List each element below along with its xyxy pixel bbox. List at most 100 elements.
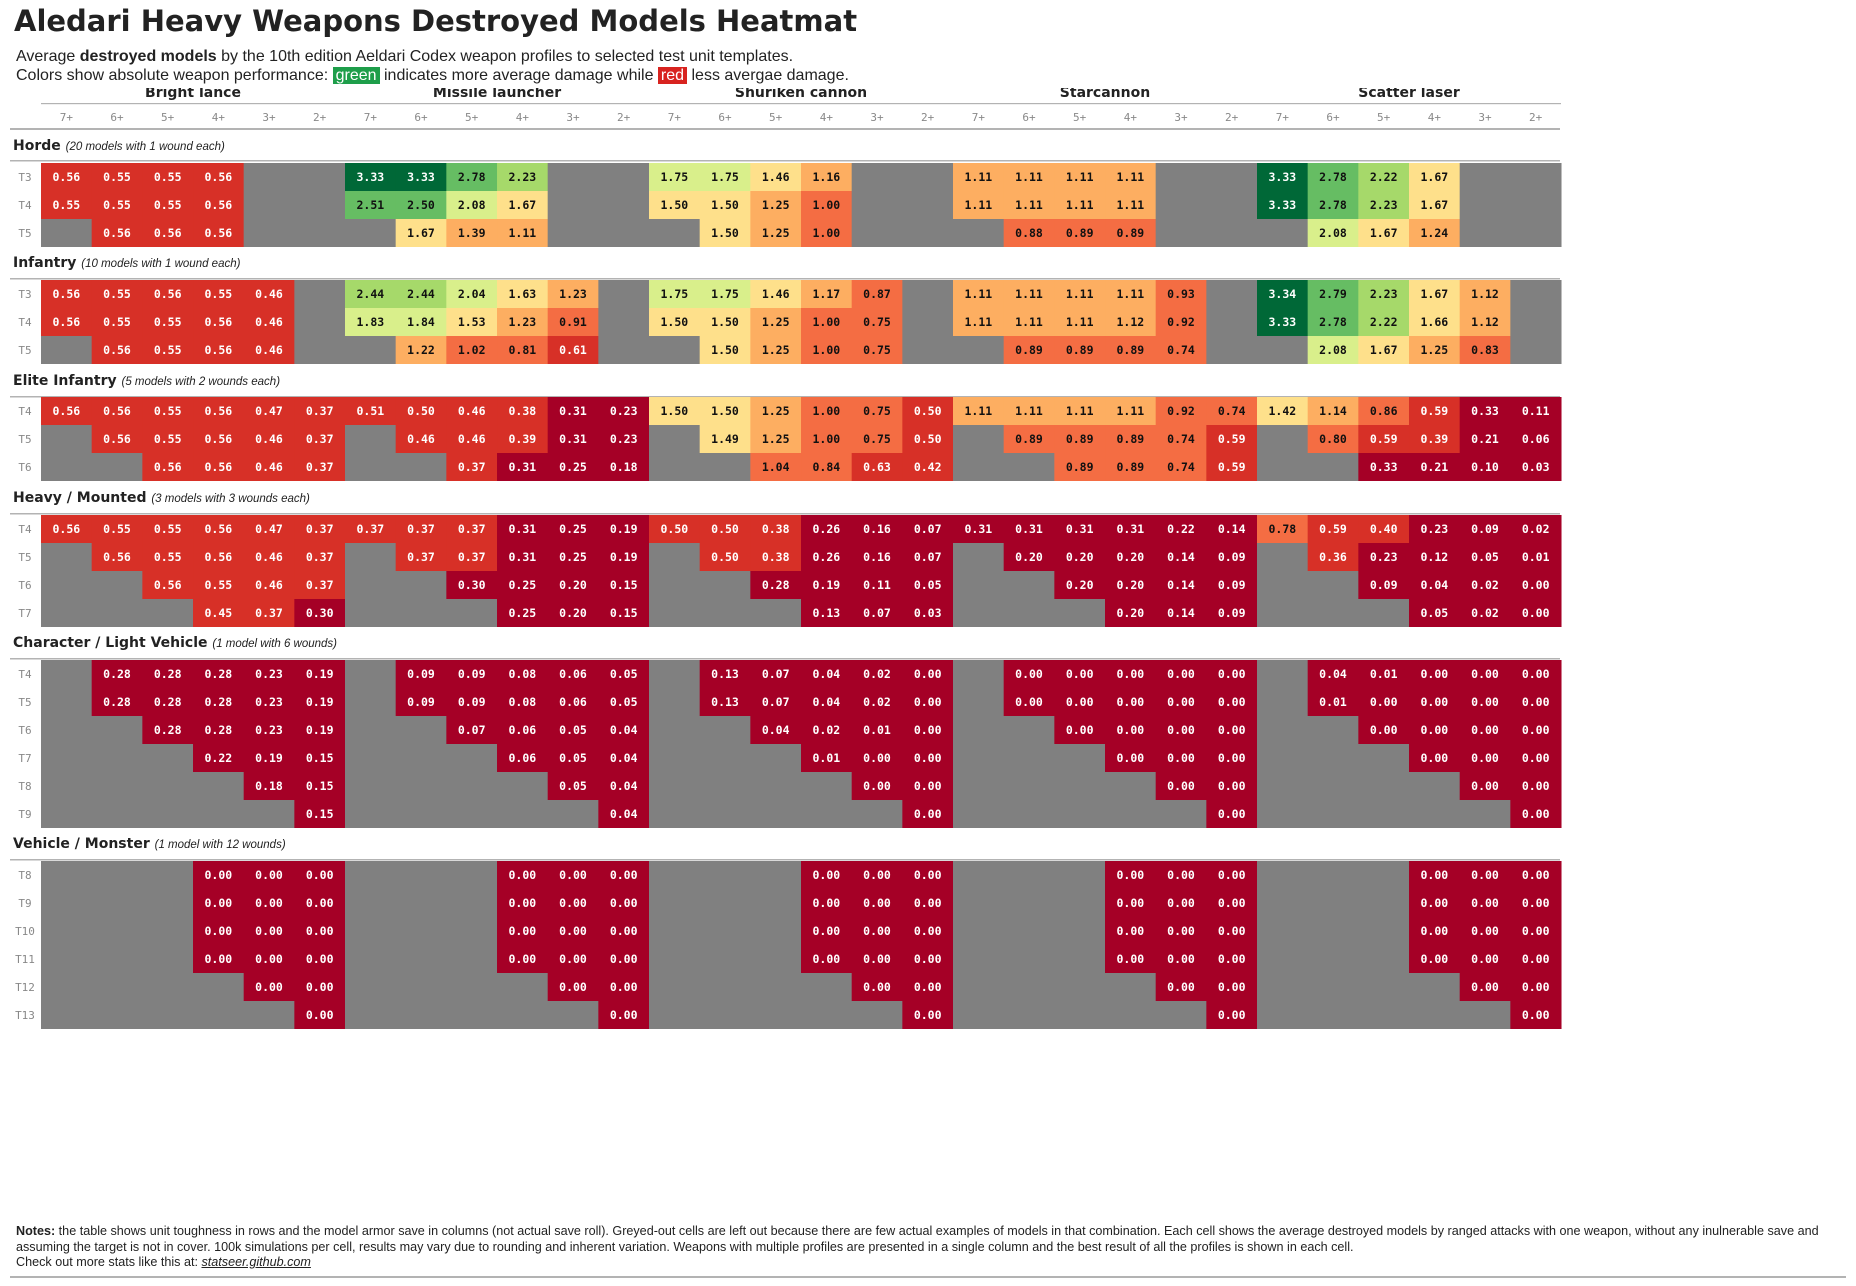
cell-value: 1.75 [711, 170, 739, 184]
empty-cell [41, 688, 93, 716]
cell-value: 0.15 [306, 751, 334, 765]
cell-value: 0.51 [356, 404, 384, 418]
empty-cell [547, 191, 599, 219]
heat-cell [547, 945, 599, 973]
cell-value: 0.00 [1218, 779, 1246, 793]
cell-value: 0.09 [407, 695, 435, 709]
heat-cell [243, 599, 295, 627]
heat-cell [1155, 889, 1207, 917]
empty-cell [649, 744, 701, 772]
heat-cell [1105, 889, 1157, 917]
empty-cell [1257, 1001, 1309, 1029]
cell-value: 1.83 [356, 315, 384, 329]
subtitle-text: by the 10th edition Aeldari Codex weapon… [216, 48, 794, 65]
cell-value: 0.46 [255, 315, 283, 329]
heat-cell [801, 744, 853, 772]
empty-cell [953, 889, 1005, 917]
heat-cell [1307, 336, 1359, 364]
cell-value: 0.28 [103, 695, 131, 709]
cell-value: 0.04 [812, 695, 840, 709]
chart-title: Aledari Heavy Weapons Destroyed Models H… [14, 4, 858, 38]
heat-cell [1459, 308, 1511, 336]
cell-value: 0.00 [1218, 667, 1246, 681]
cell-value: 2.44 [356, 287, 384, 301]
cell-value: 0.00 [1471, 751, 1499, 765]
empty-cell [91, 1001, 143, 1029]
empty-cell [395, 800, 447, 828]
cell-value: 0.00 [914, 952, 942, 966]
cell-value: 0.00 [1471, 924, 1499, 938]
empty-cell [1257, 772, 1309, 800]
cell-value: 1.67 [407, 226, 435, 240]
toughness-label: T4 [18, 523, 32, 536]
empty-cell [1054, 599, 1106, 627]
heat-cell [1510, 772, 1562, 800]
heat-cell [446, 191, 498, 219]
cell-value: 0.59 [1370, 432, 1398, 446]
heat-cell [801, 425, 853, 453]
heat-cell [1510, 973, 1562, 1001]
heat-cell [1358, 571, 1410, 599]
heat-cell [1510, 861, 1562, 889]
heat-cell [1054, 219, 1106, 247]
empty-cell [649, 716, 701, 744]
empty-cell [801, 973, 853, 1001]
heat-cell [1003, 543, 1055, 571]
empty-cell [1307, 1001, 1359, 1029]
heat-cell [649, 397, 701, 425]
cell-value: 0.31 [559, 432, 587, 446]
empty-cell [395, 453, 447, 481]
cell-value: 0.56 [103, 226, 131, 240]
empty-cell [395, 917, 447, 945]
cell-value: 0.00 [1471, 980, 1499, 994]
cell-value: 0.15 [610, 578, 638, 592]
empty-cell [547, 1001, 599, 1029]
empty-cell [1054, 917, 1106, 945]
heat-cell [1358, 308, 1410, 336]
group-rule [10, 859, 1560, 861]
heat-cell [446, 425, 498, 453]
empty-cell [41, 425, 93, 453]
cell-value: 0.92 [1167, 404, 1195, 418]
empty-cell [649, 800, 701, 828]
cell-value: 0.56 [204, 343, 232, 357]
save-column-label: 3+ [1174, 111, 1188, 124]
heat-cell [1155, 543, 1207, 571]
empty-cell [649, 453, 701, 481]
cell-value: 0.56 [103, 550, 131, 564]
statseer-link[interactable]: statseer.github.com [201, 1255, 311, 1269]
heat-cell [649, 191, 701, 219]
empty-cell [1257, 688, 1309, 716]
weapon-header: Bright lance [145, 88, 241, 101]
cell-value: 0.00 [306, 868, 334, 882]
cell-value: 0.00 [1066, 695, 1094, 709]
heat-cell [142, 397, 194, 425]
cell-value: 1.11 [1116, 404, 1144, 418]
heat-cell [547, 336, 599, 364]
cell-value: 0.46 [255, 550, 283, 564]
heat-cell [598, 772, 650, 800]
empty-cell [497, 973, 549, 1001]
heat-cell [1155, 744, 1207, 772]
heat-cell [851, 397, 903, 425]
heat-cell [1155, 308, 1207, 336]
empty-cell [1358, 917, 1410, 945]
cell-value: 0.21 [1420, 460, 1448, 474]
cell-value: 0.00 [1522, 807, 1550, 821]
cell-value: 0.55 [103, 170, 131, 184]
cell-value: 0.12 [1420, 550, 1448, 564]
empty-cell [91, 599, 143, 627]
weapon-header: Scatter laser [1358, 88, 1460, 101]
cell-value: 0.00 [1218, 1008, 1246, 1022]
save-column-label: 7+ [668, 111, 682, 124]
empty-cell [1054, 772, 1106, 800]
empty-cell [142, 744, 194, 772]
cell-value: 0.89 [1066, 226, 1094, 240]
save-column-label: 5+ [1377, 111, 1391, 124]
cell-value: 1.11 [964, 315, 992, 329]
empty-cell [649, 543, 701, 571]
heat-cell [1206, 453, 1258, 481]
cell-value: 0.14 [1167, 550, 1195, 564]
cell-value: 1.11 [1066, 404, 1094, 418]
empty-cell [345, 945, 397, 973]
